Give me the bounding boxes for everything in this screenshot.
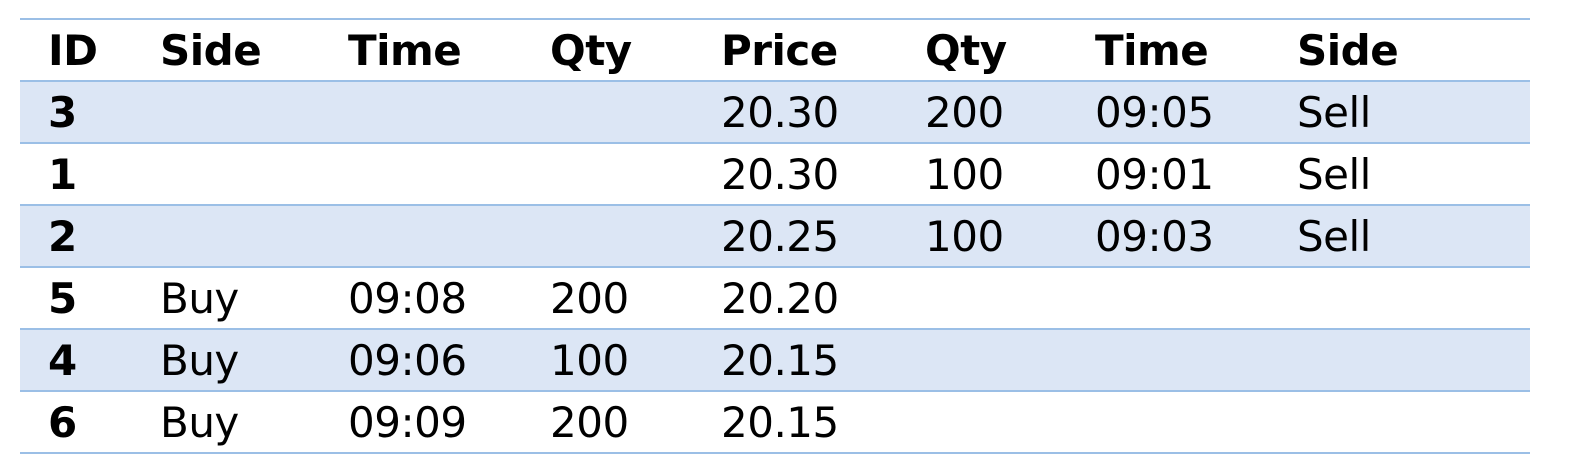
cell-id: 1 bbox=[48, 150, 77, 199]
cell-buy-time: 09:09 bbox=[348, 398, 467, 447]
header-buy-time: Time bbox=[348, 26, 462, 75]
table-row: 2 20.25 100 09:03 Sell bbox=[20, 206, 1530, 268]
table-row: 6 Buy 09:09 200 20.15 bbox=[20, 392, 1530, 454]
cell-price: 20.30 bbox=[721, 150, 839, 199]
cell-id: 6 bbox=[48, 398, 77, 447]
cell-buy-qty: 200 bbox=[550, 398, 629, 447]
cell-sell-time: 09:03 bbox=[1095, 212, 1214, 261]
cell-buy-side: Buy bbox=[160, 336, 239, 385]
cell-id: 4 bbox=[48, 336, 77, 385]
header-id: ID bbox=[48, 26, 98, 75]
cell-price: 20.25 bbox=[721, 212, 839, 261]
cell-sell-qty: 200 bbox=[925, 88, 1004, 137]
cell-sell-side: Sell bbox=[1297, 150, 1371, 199]
cell-buy-qty: 200 bbox=[550, 274, 629, 323]
table-row: 3 20.30 200 09:05 Sell bbox=[20, 82, 1530, 144]
header-buy-side: Side bbox=[160, 26, 262, 75]
header-sell-time: Time bbox=[1095, 26, 1209, 75]
cell-id: 5 bbox=[48, 274, 77, 323]
header-sell-qty: Qty bbox=[925, 26, 1007, 75]
header-buy-qty: Qty bbox=[550, 26, 632, 75]
cell-id: 2 bbox=[48, 212, 77, 261]
header-sell-side: Side bbox=[1297, 26, 1399, 75]
cell-sell-side: Sell bbox=[1297, 88, 1371, 137]
cell-price: 20.15 bbox=[721, 398, 839, 447]
table-header-row: ID Side Time Qty Price Qty Time Side bbox=[20, 20, 1530, 82]
order-book-table: ID Side Time Qty Price Qty Time Side 3 2… bbox=[20, 18, 1530, 454]
table-row: 5 Buy 09:08 200 20.20 bbox=[20, 268, 1530, 330]
cell-sell-side: Sell bbox=[1297, 212, 1371, 261]
cell-sell-time: 09:05 bbox=[1095, 88, 1214, 137]
cell-id: 3 bbox=[48, 88, 77, 137]
table-row: 1 20.30 100 09:01 Sell bbox=[20, 144, 1530, 206]
cell-price: 20.20 bbox=[721, 274, 839, 323]
header-price: Price bbox=[721, 26, 838, 75]
cell-sell-qty: 100 bbox=[925, 212, 1004, 261]
cell-buy-qty: 100 bbox=[550, 336, 629, 385]
cell-price: 20.30 bbox=[721, 88, 839, 137]
cell-sell-time: 09:01 bbox=[1095, 150, 1214, 199]
cell-sell-qty: 100 bbox=[925, 150, 1004, 199]
cell-buy-side: Buy bbox=[160, 398, 239, 447]
cell-buy-time: 09:08 bbox=[348, 274, 467, 323]
table-row: 4 Buy 09:06 100 20.15 bbox=[20, 330, 1530, 392]
cell-buy-time: 09:06 bbox=[348, 336, 467, 385]
cell-price: 20.15 bbox=[721, 336, 839, 385]
cell-buy-side: Buy bbox=[160, 274, 239, 323]
